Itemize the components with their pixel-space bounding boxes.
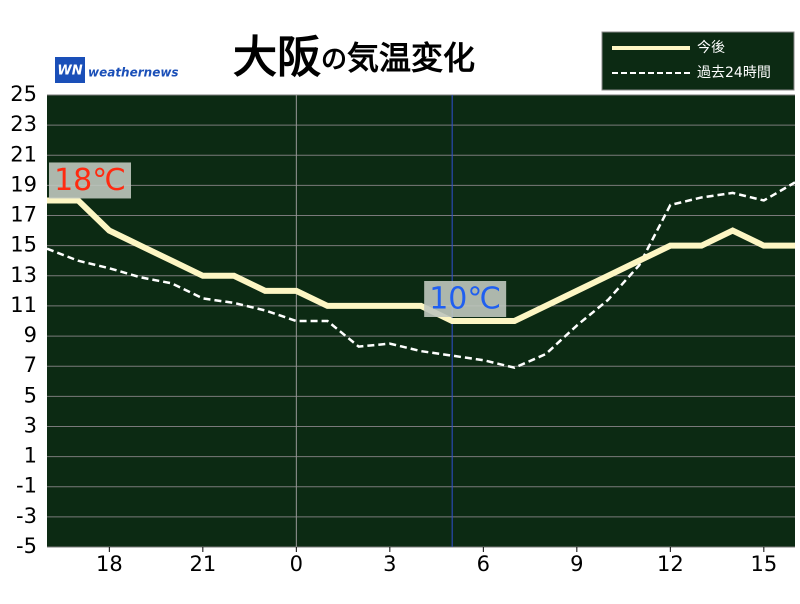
- y-tick-label: 25: [10, 82, 37, 106]
- y-tick-label: 17: [10, 203, 37, 227]
- annotation-box: [49, 162, 131, 199]
- chart-title: 大阪の気温変化: [233, 32, 475, 83]
- x-tick-label: 3: [383, 552, 396, 576]
- x-tick-label: 21: [189, 552, 216, 576]
- y-tick-label: 5: [24, 383, 37, 407]
- y-tick-label: 7: [24, 353, 37, 377]
- title-part: 大阪: [233, 32, 321, 83]
- y-tick-label: 9: [24, 323, 37, 347]
- line-series: [46, 181, 796, 370]
- y-tick-label: -1: [16, 474, 37, 498]
- plot-area: [47, 95, 795, 547]
- y-tick-label: 19: [10, 172, 37, 196]
- logo-mark: WN: [57, 64, 82, 79]
- y-tick-label: 15: [10, 233, 37, 257]
- y-tick-label: -5: [16, 534, 37, 558]
- y-tick-label: 11: [10, 293, 37, 317]
- x-tick-label: 9: [570, 552, 583, 576]
- x-tick-label: 15: [750, 552, 777, 576]
- y-tick-label: 3: [24, 413, 37, 437]
- y-tick-label: 21: [10, 142, 37, 166]
- x-tick-label: 0: [290, 552, 303, 576]
- title-part: の: [321, 45, 347, 75]
- annotation-label: 10℃: [429, 282, 501, 317]
- logo-box: [55, 57, 85, 83]
- y-tick-label: 13: [10, 263, 37, 287]
- brand-name: weathernews: [88, 66, 179, 80]
- x-tick-label: 12: [657, 552, 684, 576]
- legend: [601, 31, 795, 91]
- x-tick-label: 6: [477, 552, 490, 576]
- legend-label: 過去24時間: [697, 65, 771, 81]
- line-series: [47, 197, 795, 324]
- x-tick-label: 18: [96, 552, 123, 576]
- title-part: 気温変化: [347, 39, 475, 77]
- y-tick-label: -3: [16, 504, 37, 528]
- y-tick-label: 23: [10, 112, 37, 136]
- legend-label: 今後: [697, 40, 725, 56]
- y-tick-label: 1: [24, 444, 37, 468]
- logo: WN weathernews: [55, 57, 179, 83]
- annotation-box: [424, 281, 507, 317]
- annotation-label: 18℃: [54, 163, 126, 198]
